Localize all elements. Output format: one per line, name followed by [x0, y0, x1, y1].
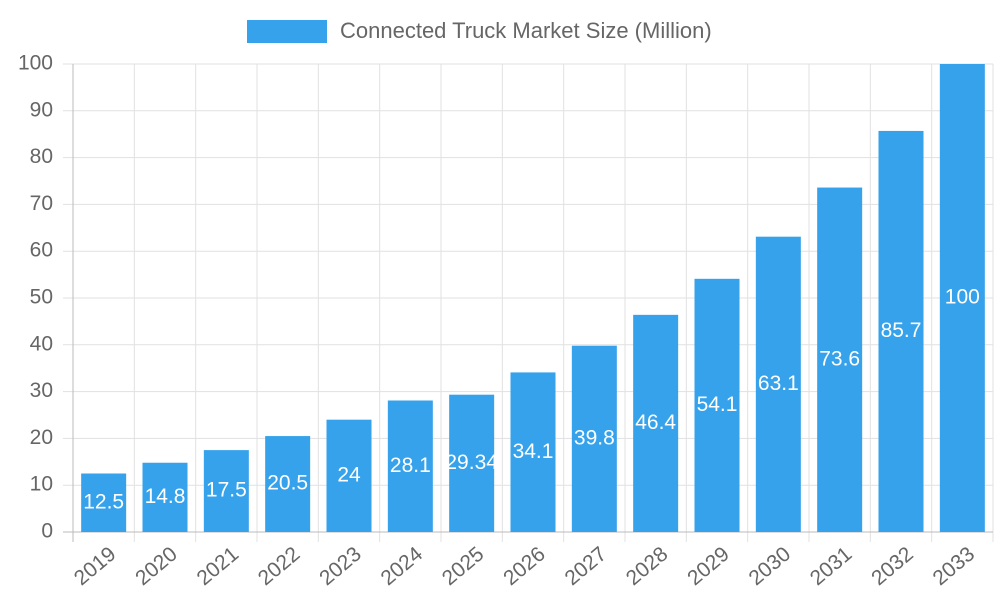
bar	[633, 314, 679, 532]
data-label: 17.5	[206, 479, 247, 502]
data-label: 54.1	[697, 393, 738, 416]
y-tick-label: 90	[30, 98, 53, 121]
data-label: 46.4	[635, 411, 676, 434]
x-tick-label: 2033	[929, 542, 980, 590]
data-label: 63.1	[758, 372, 799, 395]
legend-swatch[interactable]	[247, 20, 327, 43]
bar	[878, 130, 924, 532]
bar	[449, 394, 495, 532]
x-tick-label: 2020	[131, 542, 182, 590]
data-label: 34.1	[513, 440, 554, 463]
y-tick-label: 0	[41, 520, 53, 543]
y-tick-label: 100	[18, 52, 53, 75]
data-label: 20.5	[267, 472, 308, 495]
y-tick-label: 30	[30, 379, 53, 402]
x-tick-label: 2026	[499, 542, 550, 590]
data-label: 14.8	[145, 485, 186, 508]
bar	[510, 372, 556, 532]
x-tick-label: 2022	[254, 542, 305, 590]
y-tick-label: 80	[30, 145, 53, 168]
bar	[326, 419, 372, 532]
bar	[755, 236, 801, 532]
bar	[571, 345, 617, 532]
data-label: 73.6	[819, 347, 860, 370]
x-tick-label: 2025	[438, 542, 489, 590]
bar	[939, 64, 985, 532]
bar	[265, 436, 311, 532]
y-tick-label: 50	[30, 286, 53, 309]
data-label: 39.8	[574, 426, 615, 449]
x-tick-label: 2028	[622, 542, 673, 590]
y-tick-label: 70	[30, 192, 53, 215]
x-tick-label: 2027	[561, 542, 612, 590]
data-label: 24	[337, 463, 361, 486]
data-label: 85.7	[881, 319, 922, 342]
bar	[81, 473, 127, 532]
y-tick-label: 10	[30, 473, 53, 496]
x-tick-label: 2032	[867, 542, 918, 590]
data-label: 29.34	[445, 451, 498, 474]
bar	[694, 278, 740, 532]
x-tick-label: 2023	[315, 542, 366, 590]
y-tick-label: 20	[30, 426, 53, 449]
x-tick-label: 2029	[683, 542, 734, 590]
bar	[142, 462, 188, 532]
bar	[203, 450, 249, 532]
bar	[817, 187, 863, 532]
x-tick-label: 2019	[70, 542, 121, 590]
x-tick-label: 2031	[806, 542, 857, 590]
data-label: 12.5	[83, 490, 124, 513]
data-label: 28.1	[390, 454, 431, 477]
x-tick-label: 2030	[745, 542, 796, 590]
y-tick-label: 40	[30, 332, 53, 355]
x-tick-label: 2021	[193, 542, 244, 590]
legend-label[interactable]: Connected Truck Market Size (Million)	[340, 18, 712, 43]
y-tick-label: 60	[30, 239, 53, 262]
bar	[387, 400, 433, 532]
data-label: 100	[945, 286, 980, 309]
x-tick-label: 2024	[377, 542, 428, 590]
